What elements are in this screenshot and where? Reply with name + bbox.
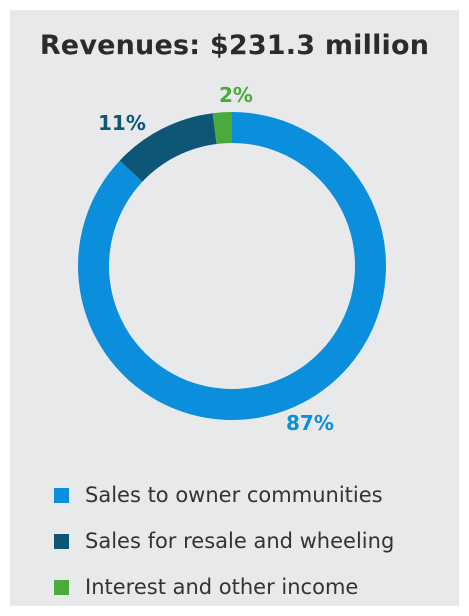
legend-item-resale-wheeling: Sales for resale and wheeling [54, 518, 394, 564]
legend-swatch [54, 487, 69, 503]
data-label-owner-communities: 87% [286, 411, 334, 435]
legend-label: Sales to owner communities [85, 483, 383, 507]
legend-swatch [54, 579, 69, 595]
legend-item-owner-communities: Sales to owner communities [54, 472, 394, 518]
donut-slice-resale-wheeling [119, 113, 217, 182]
chart-legend: Sales to owner communities Sales for res… [54, 472, 394, 610]
donut-chart: 87% 11% 2% [77, 83, 387, 435]
legend-label: Sales for resale and wheeling [85, 529, 395, 553]
chart-card: Revenues: $231.3 million 87% 11% 2% Sales … [10, 10, 459, 606]
legend-swatch [54, 533, 69, 549]
data-label-interest-other: 2% [219, 83, 253, 107]
donut-slice-interest-other [212, 112, 232, 144]
legend-item-interest-other: Interest and other income [54, 564, 394, 610]
legend-label: Interest and other income [85, 575, 359, 599]
chart-title: Revenues: $231.3 million [39, 30, 430, 61]
data-label-resale-wheeling: 11% [98, 111, 146, 135]
